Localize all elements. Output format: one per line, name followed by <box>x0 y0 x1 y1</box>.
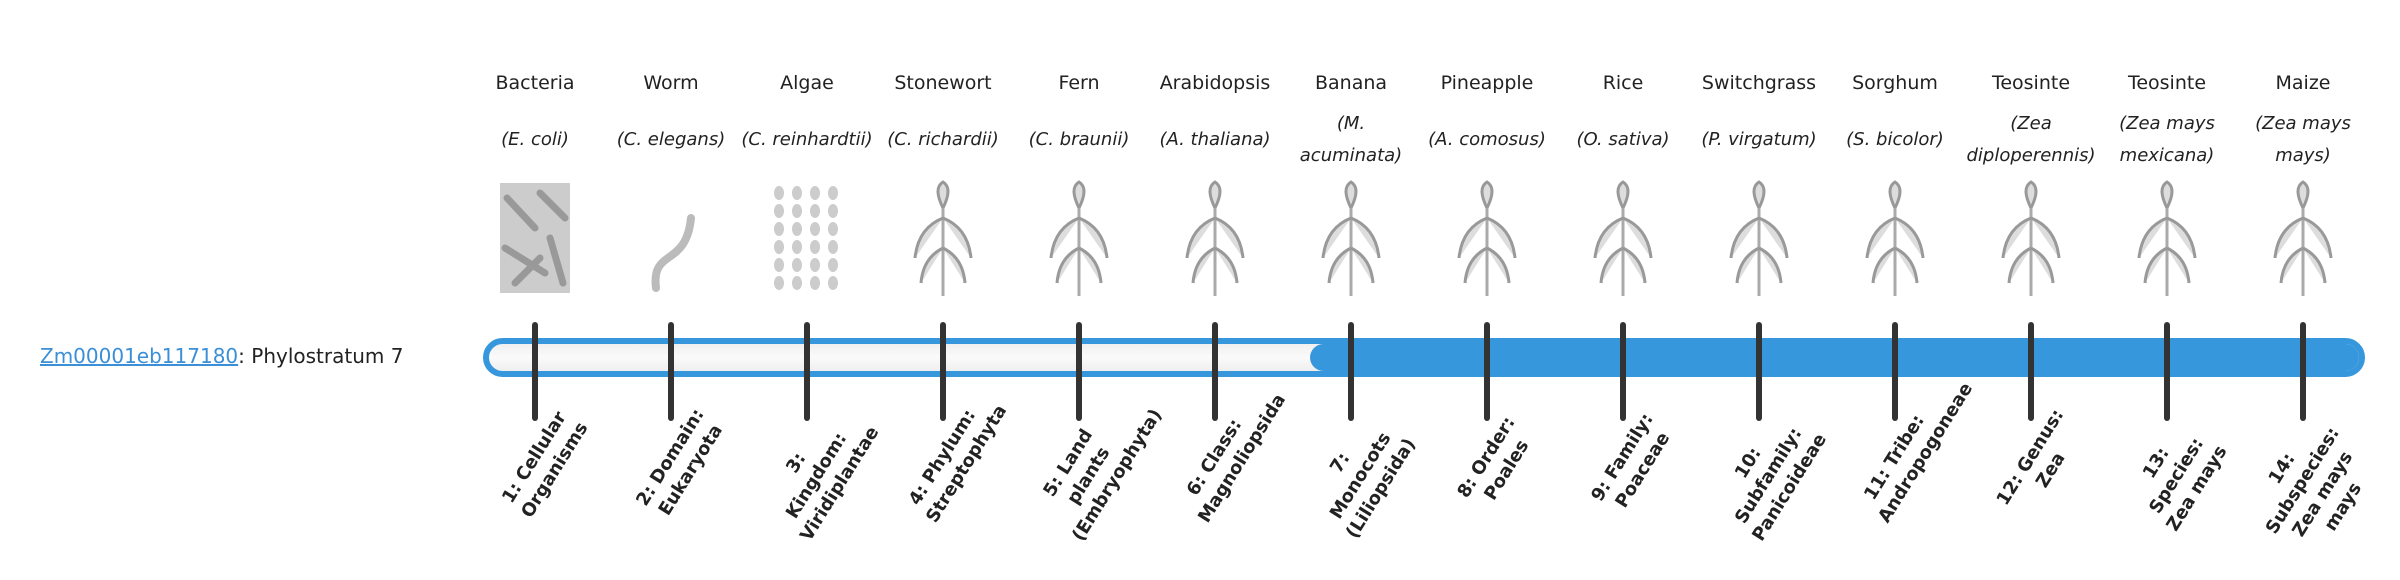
organism-common-name: Switchgrass <box>1701 72 1817 94</box>
stratum-tick <box>1212 322 1218 421</box>
organism-species-name: (A. thaliana) <box>1159 129 1271 150</box>
organism-common-name: Banana <box>1314 72 1388 94</box>
stratum-tick <box>2028 322 2034 421</box>
stratum-label: 5: Land plants (Embryophyta) <box>1039 405 1167 545</box>
stratum-tick <box>1756 322 1762 421</box>
gene-id-link[interactable]: Zm00001eb117180 <box>40 344 239 368</box>
organism-species-name: (Zea mays mays) <box>2255 113 2351 166</box>
organism-species-name: (C. elegans) <box>616 129 726 150</box>
stratum-tick <box>2164 322 2170 421</box>
organism-species-name: (M. acuminata) <box>1299 113 1403 166</box>
organism-common-name: Fern <box>1058 72 1100 94</box>
stratum-label: 6: Class: Magnoliopsida <box>1182 390 1291 527</box>
fern-icon <box>1011 178 1147 298</box>
organism-common-name: Bacteria <box>495 72 575 94</box>
stratum-label: 7: Monocots (Liliopsida) <box>1325 428 1420 543</box>
phylostratum-bar <box>483 338 2365 377</box>
organism-common-name: Maize <box>2275 72 2331 94</box>
stratum-label: 4: Phylum: Streptophyta <box>904 401 1012 527</box>
stratum-label: 1: Cellular Organisms <box>497 407 593 522</box>
organism-species-name: (E. coli) <box>501 129 569 150</box>
stratum-label: 13: Species: Zea mays <box>2138 434 2232 535</box>
banana-icon <box>1283 178 1419 298</box>
organism-common-name: Sorghum <box>1852 72 1938 94</box>
organism-species-name: (P. virgatum) <box>1701 129 1817 150</box>
organism-species-name: (O. sativa) <box>1576 129 1670 150</box>
stratum-label: 8: Order: Poales <box>1453 413 1534 504</box>
organism-common-name: Pineapple <box>1440 72 1534 94</box>
organism-common-name: Arabidopsis <box>1159 72 1271 94</box>
stratum-tick <box>1348 322 1354 421</box>
organism-species-name: (A. comosus) <box>1428 129 1546 150</box>
stratum-tick <box>1620 322 1626 421</box>
stratum-label: 11: Tribe: Andropogoneae <box>1860 379 1978 527</box>
organism-common-name: Rice <box>1602 72 1644 94</box>
pineapple-icon <box>1419 178 1555 298</box>
worm-icon <box>603 178 739 298</box>
organism-common-name: Stonewort <box>894 72 992 94</box>
phylostratum-value: Phylostratum 7 <box>251 344 404 368</box>
arabidopsis-icon <box>1147 178 1283 298</box>
stratum-label: 3: Kingdom: Viridiplantae <box>781 422 884 545</box>
organism-species-name: (C. braunii) <box>1028 129 1130 150</box>
phylostratum-bar-fill <box>1310 344 2359 371</box>
stratum-tick <box>1892 322 1898 421</box>
organism-species-name: (C. richardii) <box>887 129 999 150</box>
stratum-tick <box>1484 322 1490 421</box>
stratum-tick <box>940 322 946 421</box>
stratum-tick <box>804 322 810 421</box>
organism-species-name: (S. bicolor) <box>1846 129 1944 150</box>
gene-phylostratum-label: Zm00001eb117180: Phylostratum 7 <box>40 340 403 372</box>
organism-common-name: Algae <box>780 72 834 94</box>
stonewort-icon <box>875 178 1011 298</box>
organism-species-name: (C. reinhardtii) <box>741 129 873 150</box>
stratum-tick <box>532 322 538 421</box>
organism-species-name: (Zea mays mexicana) <box>2119 113 2215 166</box>
teosinte-icon <box>2099 178 2235 298</box>
organism-common-name: Teosinte <box>1991 72 2071 94</box>
teosinte-icon <box>1963 178 2099 298</box>
organism-common-name: Teosinte <box>2127 72 2207 94</box>
separator: : <box>238 344 252 368</box>
stratum-tick <box>1076 322 1082 421</box>
stratum-tick <box>668 322 674 421</box>
stratum-label: 12: Genus: Zea <box>1992 405 2070 510</box>
stratum-label: 2: Domain: Eukaryota <box>632 405 727 520</box>
maize-icon <box>2235 178 2371 298</box>
algae-icon <box>739 178 875 298</box>
organism-common-name: Worm <box>643 72 699 94</box>
stratum-tick <box>2300 322 2306 421</box>
switchgrass-icon <box>1691 178 1827 298</box>
stratum-label: 9: Family: Poaceae <box>1587 409 1675 512</box>
bacteria-icon <box>467 178 603 298</box>
organism-species-name: (Zea diploperennis) <box>1966 113 2096 166</box>
sorghum-icon <box>1827 178 1963 298</box>
stratum-label: 10: Subfamily: Panicoideae <box>1730 424 1831 545</box>
stratum-label: 14: Subspecies: Zea mays mays <box>2261 423 2366 541</box>
rice-icon <box>1555 178 1691 298</box>
